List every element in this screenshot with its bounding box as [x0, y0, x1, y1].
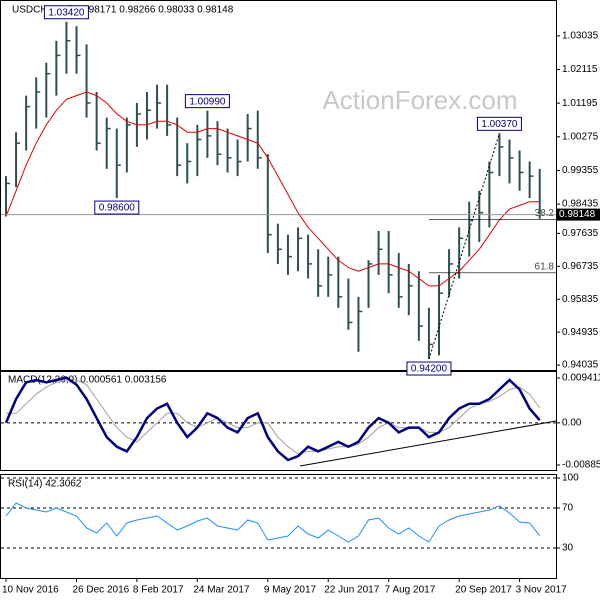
y-tick-label: 0.95835	[562, 294, 599, 305]
swing-trend-line	[428, 133, 500, 360]
x-tick-label: 26 Dec 2016	[72, 585, 129, 596]
series-line	[4, 376, 541, 462]
y-tick-label: 1.02115	[562, 64, 598, 75]
fib-label: 61.8	[535, 261, 555, 272]
y-tick-label: 0.97635	[562, 228, 599, 239]
rsi-frame	[0, 474, 557, 579]
rsi-title: RSI(14) 42.3062	[8, 479, 82, 490]
y-tick-label: 1.03035	[562, 30, 599, 41]
annotation-box	[43, 5, 89, 20]
last-price-label: 0.98148	[559, 209, 596, 220]
annotation-label: 1.03420	[48, 7, 85, 18]
fib-label: 38.2	[535, 208, 555, 219]
y-tick-label: 0.94035	[562, 360, 599, 371]
macd-trend-line	[299, 420, 557, 467]
x-tick-label: 3 Nov 2017	[516, 585, 568, 596]
macd-title: MACD(12,26,9) 0.000561 0.003156	[8, 375, 167, 386]
x-tick-label: 22 Jun 2017	[324, 585, 379, 596]
y-tick-label: 30	[562, 543, 574, 554]
annotation-label: 0.94200	[411, 364, 448, 375]
watermark: ActionForex.com	[322, 85, 517, 115]
series-line	[6, 379, 541, 455]
y-tick-label: 100	[562, 473, 579, 484]
y-tick-label: 0.00	[562, 417, 582, 428]
x-tick-label: 7 Aug 2017	[385, 585, 436, 596]
x-tick-label: 9 May 2017	[264, 585, 317, 596]
y-tick-label: 1.00275	[562, 131, 599, 142]
series-line	[5, 502, 541, 543]
y-tick-label: 0.98435	[562, 199, 599, 210]
price-frame	[0, 0, 557, 371]
y-tick-label: 0.009411	[562, 373, 600, 384]
annotation-box	[94, 200, 140, 215]
y-tick-label: 0.94935	[562, 327, 599, 338]
y-tick-label: -0.008852	[562, 460, 600, 471]
x-tick-label: 20 Sep 2017	[455, 585, 512, 596]
annotation-box	[476, 116, 522, 131]
last-price-box	[557, 208, 600, 221]
moving-average	[5, 91, 540, 287]
y-tick-label: 0.96735	[562, 261, 599, 272]
x-tick-label: 8 Feb 2017	[133, 585, 184, 596]
annotation-label: 1.00990	[189, 96, 226, 107]
price-title: USDCHF,Daily 0.98171 0.98266 0.98033 0.9…	[12, 5, 234, 16]
x-tick-label: 24 Mar 2017	[193, 585, 250, 596]
y-tick-label: 70	[562, 503, 574, 514]
annotation-box	[184, 94, 230, 109]
annotation-label: 0.98600	[99, 203, 136, 214]
y-tick-label: 0.99355	[562, 165, 599, 176]
annotation-label: 1.00370	[481, 119, 518, 130]
annotation-box	[406, 361, 452, 376]
macd-frame	[0, 371, 557, 471]
x-tick-label: 10 Nov 2016	[2, 585, 59, 596]
y-tick-label: 1.01195	[562, 98, 598, 109]
